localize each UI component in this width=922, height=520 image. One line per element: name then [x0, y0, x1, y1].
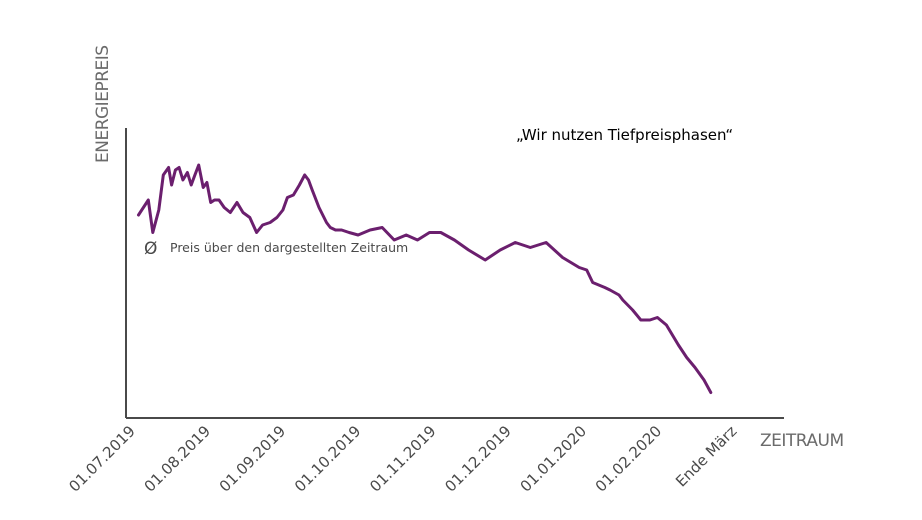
x-tick-label: 01.02.2020 [592, 422, 665, 495]
average-symbol-icon: Ø [144, 239, 157, 259]
x-tick-label: Ende März [672, 422, 740, 490]
x-tick-labels: 01.07.2019 01.08.2019 01.09.2019 01.10.2019… [65, 422, 740, 496]
y-axis-title: ENERGIEPREIS [93, 45, 113, 163]
price-series-line [137, 163, 713, 394]
x-tick-label: 01.01.2020 [517, 422, 590, 495]
x-tick-label: 01.11.2019 [366, 422, 439, 495]
x-tick-label: 01.07.2019 [65, 422, 138, 495]
series-group [137, 163, 713, 394]
x-tick-label: 01.09.2019 [216, 422, 289, 495]
legend-text: Preis über den dargestellten Zeitraum [170, 240, 408, 255]
chart-annotation: „Wir nutzen Tiefpreisphasen“ [516, 126, 733, 144]
x-tick-label: 01.12.2019 [441, 422, 514, 495]
x-tick-label: 01.08.2019 [141, 422, 214, 495]
x-tick-label: 01.10.2019 [291, 422, 364, 495]
average-price-legend: Ø Preis über den dargestellten Zeitraum [144, 239, 408, 259]
x-axis-title: ZEITRAUM [760, 431, 844, 451]
